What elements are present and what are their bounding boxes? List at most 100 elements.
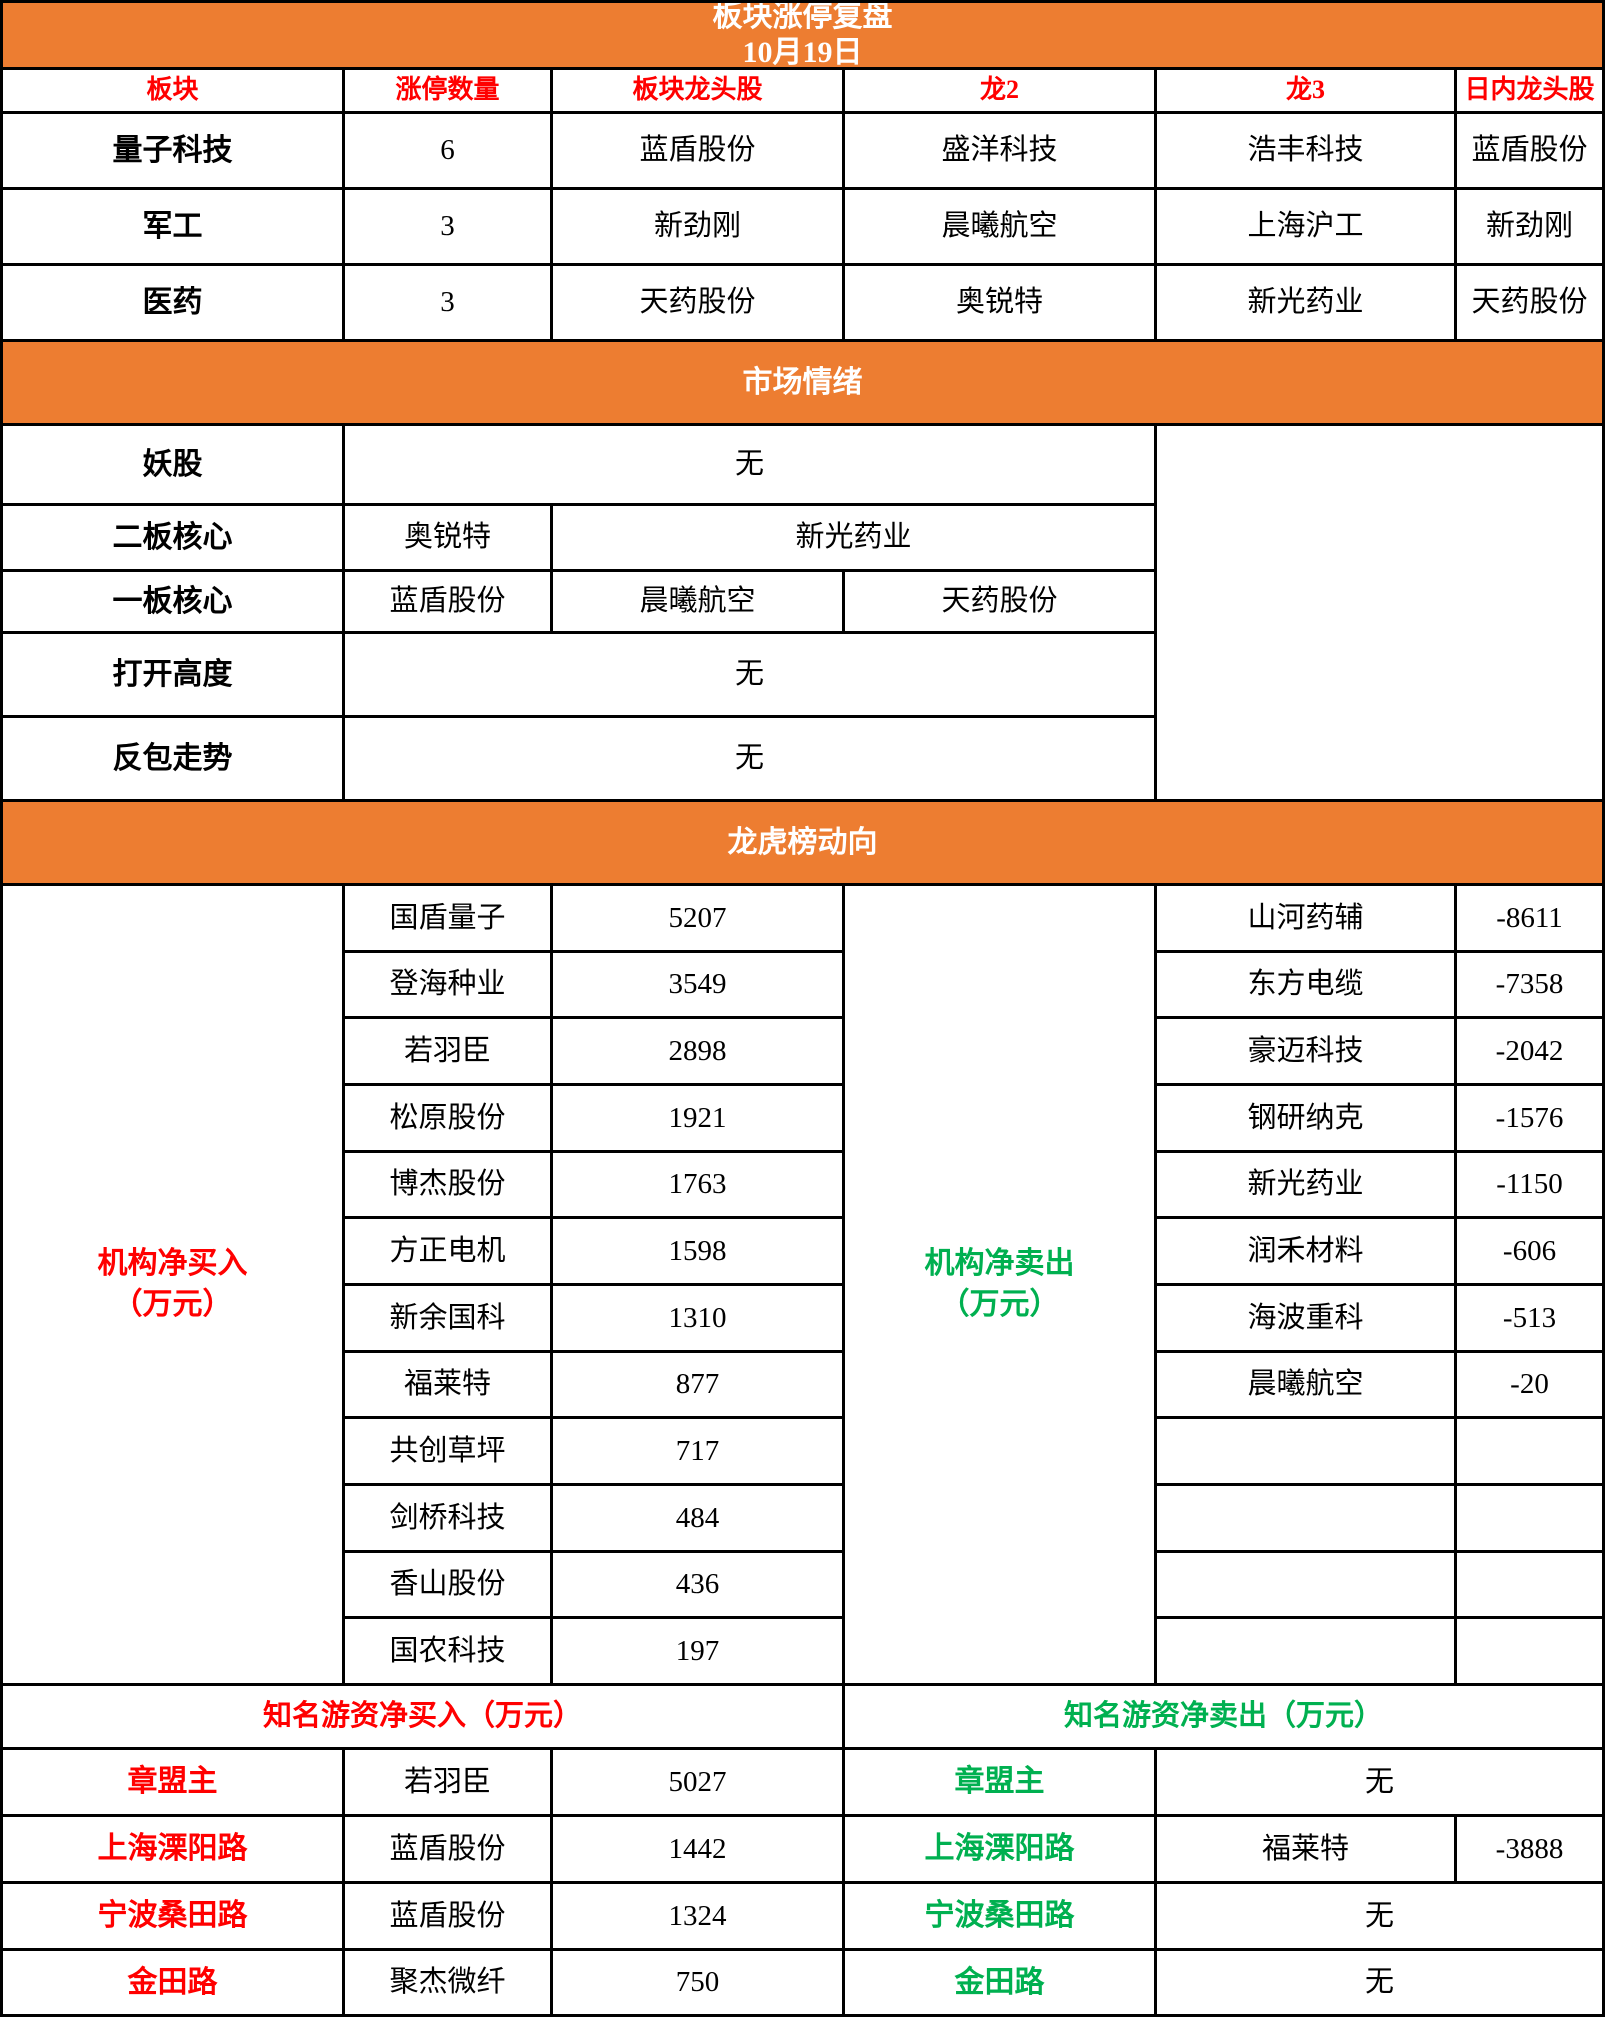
buy-value-cell: 5207 xyxy=(553,886,845,953)
hot-money-buy-header: 知名游资净买入（万元） xyxy=(3,1686,845,1750)
sell-trader-cell: 章盟主 xyxy=(845,1750,1157,1817)
buy-stock-cell: 国农科技 xyxy=(345,1619,553,1687)
institution-buy-stock-col: 国盾量子 登海种业 若羽臣 松原股份 博杰股份 方正电机 新余国科 福莱特 共创… xyxy=(345,886,553,1687)
buy-stock-cell: 剑桥科技 xyxy=(345,1486,553,1553)
buy-trader-cell: 章盟主 xyxy=(3,1750,345,1817)
table-row-pharma: 医药 3 天药股份 奥锐特 新光药业 天药股份 xyxy=(3,266,1605,342)
sell-value-cell: -7358 xyxy=(1457,952,1605,1020)
buy-stock-cell: 松原股份 xyxy=(345,1086,553,1153)
sentiment-row-reversal: 反包走势 无 xyxy=(3,718,1157,802)
column-header-row: 板块 涨停数量 板块龙头股 龙2 龙3 日内龙头股 xyxy=(3,70,1605,114)
sentiment-value: 天药股份 xyxy=(845,572,1157,634)
buy-value-cell: 1324 xyxy=(553,1884,845,1951)
hot-money-sell-header: 知名游资净卖出（万元） xyxy=(845,1686,1605,1750)
buy-value-cell: 436 xyxy=(553,1552,845,1620)
band-title: 市场情绪 xyxy=(742,365,863,399)
sell-none-cell: 无 xyxy=(1157,1951,1605,2017)
leader-cell: 天药股份 xyxy=(553,266,845,342)
institution-sell-label-line2: （万元） xyxy=(939,1287,1060,1321)
institution-sell-stock-col: 山河药辅 东方电缆 豪迈科技 钢研纳克 新光药业 润禾材料 海波重科 晨曦航空 xyxy=(1157,886,1457,1687)
sell-value-cell: -20 xyxy=(1457,1352,1605,1420)
col-header-dragon3: 龙3 xyxy=(1157,70,1457,114)
sell-stock-cell xyxy=(1157,1619,1457,1687)
limit-count-cell: 3 xyxy=(345,190,553,266)
buy-stock-cell: 福莱特 xyxy=(345,1352,553,1420)
hot-money-row-1: 章盟主 若羽臣 5027 章盟主 无 xyxy=(3,1750,1605,1817)
institution-sell-value-col: -8611 -7358 -2042 -1576 -1150 -606 -513 … xyxy=(1457,886,1605,1687)
dragon-tiger-area: 机构净买入 （万元） 国盾量子 登海种业 若羽臣 松原股份 博杰股份 方正电机 … xyxy=(3,886,1605,1687)
sell-stock-cell: 新光药业 xyxy=(1157,1152,1457,1220)
buy-stock-cell: 共创草坪 xyxy=(345,1419,553,1487)
limit-count-cell: 3 xyxy=(345,266,553,342)
dragon2-cell: 晨曦航空 xyxy=(845,190,1157,266)
sentiment-value: 无 xyxy=(345,718,1157,802)
sell-trader-cell: 金田路 xyxy=(845,1951,1157,2017)
sell-trader-cell: 宁波桑田路 xyxy=(845,1884,1157,1951)
sentiment-row-first-board: 一板核心 蓝盾股份 晨曦航空 天药股份 xyxy=(3,572,1157,634)
sentiment-row-demon: 妖股 无 xyxy=(3,426,1157,506)
table-row-quantum: 量子科技 6 蓝盾股份 盛洋科技 浩丰科技 蓝盾股份 xyxy=(3,114,1605,190)
sentiment-label: 打开高度 xyxy=(3,634,345,718)
sell-none-cell: 无 xyxy=(1157,1750,1605,1817)
institution-buy-label: 机构净买入 （万元） xyxy=(3,886,345,1686)
intraday-leader-cell: 蓝盾股份 xyxy=(1457,114,1605,190)
institution-sell-label-col: 机构净卖出 （万元） xyxy=(845,886,1157,1686)
buy-stock-cell: 若羽臣 xyxy=(345,1750,553,1817)
sentiment-value: 无 xyxy=(345,634,1157,718)
leader-cell: 新劲刚 xyxy=(553,190,845,266)
intraday-leader-cell: 天药股份 xyxy=(1457,266,1605,342)
buy-stock-cell: 蓝盾股份 xyxy=(345,1884,553,1951)
institution-buy-value-col: 5207 3549 2898 1921 1763 1598 1310 877 7… xyxy=(553,886,845,1687)
buy-stock-cell: 国盾量子 xyxy=(345,886,553,953)
institution-buy-label-line2: （万元） xyxy=(112,1287,233,1321)
hot-money-header-row: 知名游资净买入（万元） 知名游资净卖出（万元） xyxy=(3,1686,1605,1750)
sector-cell: 军工 xyxy=(3,190,345,266)
page-date: 10月19日 xyxy=(742,36,863,69)
sentiment-value: 无 xyxy=(345,426,1157,506)
sell-stock-cell: 福莱特 xyxy=(1157,1817,1457,1884)
sentiment-label: 妖股 xyxy=(3,426,345,506)
dragon3-cell: 新光药业 xyxy=(1157,266,1457,342)
institution-buy-label-col: 机构净买入 （万元） xyxy=(3,886,345,1686)
col-header-sector-leader: 板块龙头股 xyxy=(553,70,845,114)
dragon3-cell: 上海沪工 xyxy=(1157,190,1457,266)
buy-stock-cell: 蓝盾股份 xyxy=(345,1817,553,1884)
buy-stock-cell: 方正电机 xyxy=(345,1219,553,1287)
buy-stock-cell: 若羽臣 xyxy=(345,1019,553,1087)
sell-stock-cell xyxy=(1157,1552,1457,1620)
sector-cell: 医药 xyxy=(3,266,345,342)
dragon2-cell: 盛洋科技 xyxy=(845,114,1157,190)
hot-money-row-3: 宁波桑田路 蓝盾股份 1324 宁波桑田路 无 xyxy=(3,1884,1605,1951)
table-row-military: 军工 3 新劲刚 晨曦航空 上海沪工 新劲刚 xyxy=(3,190,1605,266)
dragon-tiger-band: 龙虎榜动向 xyxy=(3,802,1605,886)
buy-value-cell: 3549 xyxy=(553,952,845,1020)
sell-stock-cell: 东方电缆 xyxy=(1157,952,1457,1020)
sell-value-cell xyxy=(1457,1486,1605,1553)
buy-value-cell: 484 xyxy=(553,1486,845,1553)
leader-cell: 蓝盾股份 xyxy=(553,114,845,190)
buy-value-cell: 750 xyxy=(553,1951,845,2017)
title-band: 板块涨停复盘 10月19日 xyxy=(3,3,1605,70)
buy-value-cell: 2898 xyxy=(553,1019,845,1087)
sell-trader-cell: 上海溧阳路 xyxy=(845,1817,1157,1884)
sell-stock-cell: 钢研纳克 xyxy=(1157,1086,1457,1153)
sell-value-cell xyxy=(1457,1619,1605,1687)
col-header-sector: 板块 xyxy=(3,70,345,114)
buy-value-cell: 1598 xyxy=(553,1219,845,1287)
col-header-dragon2: 龙2 xyxy=(845,70,1157,114)
sell-value-cell: -606 xyxy=(1457,1219,1605,1287)
buy-value-cell: 5027 xyxy=(553,1750,845,1817)
sell-stock-cell: 海波重科 xyxy=(1157,1286,1457,1353)
sector-cell: 量子科技 xyxy=(3,114,345,190)
col-header-intraday-leader: 日内龙头股 xyxy=(1457,70,1605,114)
dragon3-cell: 浩丰科技 xyxy=(1157,114,1457,190)
sentiment-value: 蓝盾股份 xyxy=(345,572,553,634)
intraday-leader-cell: 新劲刚 xyxy=(1457,190,1605,266)
sentiment-row-second-board: 二板核心 奥锐特 新光药业 xyxy=(3,506,1157,572)
page-title: 板块涨停复盘 xyxy=(712,0,893,33)
buy-value-cell: 1921 xyxy=(553,1086,845,1153)
buy-trader-cell: 宁波桑田路 xyxy=(3,1884,345,1951)
institution-buy-label-line1: 机构净买入 xyxy=(97,1247,248,1280)
limit-count-cell: 6 xyxy=(345,114,553,190)
